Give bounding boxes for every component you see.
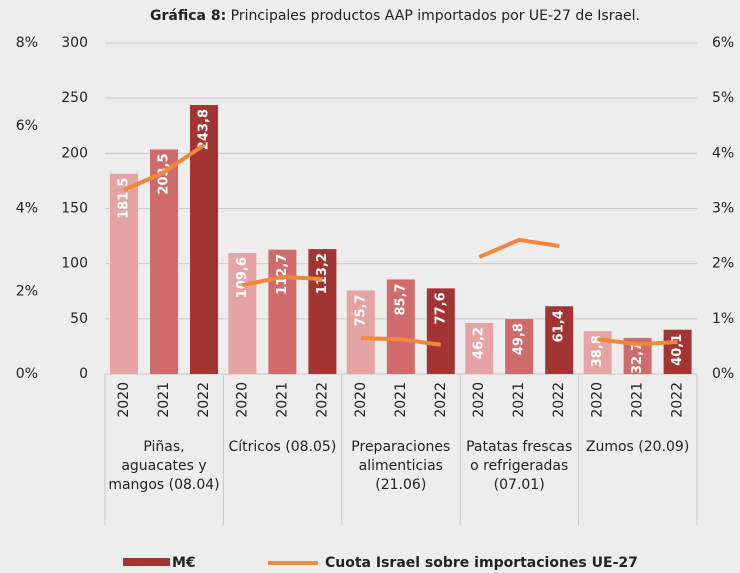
bar xyxy=(465,323,494,374)
data-label: 77,6 xyxy=(433,292,448,324)
line-segment xyxy=(241,274,323,288)
data-label: 181,5 xyxy=(117,178,132,219)
line-segment xyxy=(597,337,678,347)
y-tick-label: 150 xyxy=(61,201,88,217)
line-segment xyxy=(478,237,560,259)
title-prefix: Gráfica 8: xyxy=(150,8,226,24)
data-label: 109,6 xyxy=(235,257,250,298)
y2-tick-label: 0% xyxy=(712,366,734,382)
group-label: Patatas frescas o refrigeradas (07.01) xyxy=(466,439,573,493)
chart-title: Gráfica 8: Principales productos AAP imp… xyxy=(150,8,640,24)
data-label: 113,2 xyxy=(315,253,330,294)
y-tick-label: 200 xyxy=(61,145,88,161)
x-tick-label: 2021 xyxy=(156,382,172,418)
y-tick-label: 50 xyxy=(70,311,88,327)
y2-tick-label: 3% xyxy=(712,201,734,217)
x-tick-label: 2022 xyxy=(670,382,686,418)
legend-label: Cuota Israel sobre importaciones UE-27 xyxy=(325,555,638,571)
group-label: Piñas, aguacates y mangos (08.04) xyxy=(108,439,220,493)
bar xyxy=(386,279,415,374)
bar xyxy=(346,290,375,374)
data-label: 75,7 xyxy=(353,294,368,326)
y2-tick-label: 2% xyxy=(712,256,734,272)
legend-label: M€ xyxy=(172,555,196,571)
line-segment xyxy=(123,143,206,193)
bar xyxy=(545,306,574,374)
bar xyxy=(505,319,534,374)
bar xyxy=(150,149,178,374)
bar xyxy=(268,249,297,374)
bar xyxy=(663,329,692,374)
x-tick-label: 2020 xyxy=(590,382,606,418)
group-label: Zumos (20.09) xyxy=(585,439,690,455)
x-tick-label: 2021 xyxy=(630,382,646,418)
y3-tick-label: 2% xyxy=(16,283,38,299)
x-tick-label: 2022 xyxy=(314,382,330,418)
y2-tick-label: 4% xyxy=(712,145,734,161)
y3-tick-label: 4% xyxy=(16,201,38,217)
y2-tick-label: 5% xyxy=(712,90,734,106)
data-label: 49,8 xyxy=(512,323,527,355)
group-label: Preparaciones alimenticias (21.06) xyxy=(351,439,451,493)
y-tick-label: 300 xyxy=(61,35,88,51)
bar xyxy=(228,253,257,374)
legend-swatch xyxy=(123,558,170,566)
y3-tick-label: 8% xyxy=(16,35,38,51)
data-label: 61,4 xyxy=(552,310,567,342)
data-label: 112,7 xyxy=(275,254,290,295)
x-tick-label: 2020 xyxy=(234,382,250,418)
x-tick-label: 2021 xyxy=(274,382,290,418)
x-tick-label: 2020 xyxy=(353,382,369,418)
group-label: Cítricos (08.05) xyxy=(228,439,337,455)
y2-tick-label: 6% xyxy=(712,35,734,51)
x-tick-label: 2022 xyxy=(433,382,449,418)
x-tick-label: 2021 xyxy=(393,382,409,418)
y3-tick-label: 6% xyxy=(16,118,38,134)
title-text: Principales productos AAP importados por… xyxy=(231,8,640,24)
data-label: 38,8 xyxy=(590,335,605,367)
data-label: 243,8 xyxy=(197,109,212,150)
y2-tick-label: 1% xyxy=(712,311,734,327)
data-label: 46,2 xyxy=(472,327,487,359)
bar xyxy=(308,249,337,374)
data-label: 40,1 xyxy=(670,334,685,366)
x-tick-label: 2022 xyxy=(551,382,567,418)
bar xyxy=(426,288,455,374)
bar xyxy=(110,173,138,374)
data-label: 85,7 xyxy=(393,283,408,315)
x-tick-label: 2020 xyxy=(116,382,132,418)
y-tick-label: 0 xyxy=(79,366,88,382)
data-label: 32,7 xyxy=(630,342,645,374)
y-tick-label: 250 xyxy=(61,90,88,106)
y3-tick-label: 0% xyxy=(16,366,38,382)
line-segment xyxy=(360,336,442,347)
x-tick-label: 2021 xyxy=(511,382,527,418)
x-tick-label: 2020 xyxy=(471,382,487,418)
bar xyxy=(583,331,612,374)
y-tick-label: 100 xyxy=(61,256,88,272)
x-tick-label: 2022 xyxy=(196,382,212,418)
